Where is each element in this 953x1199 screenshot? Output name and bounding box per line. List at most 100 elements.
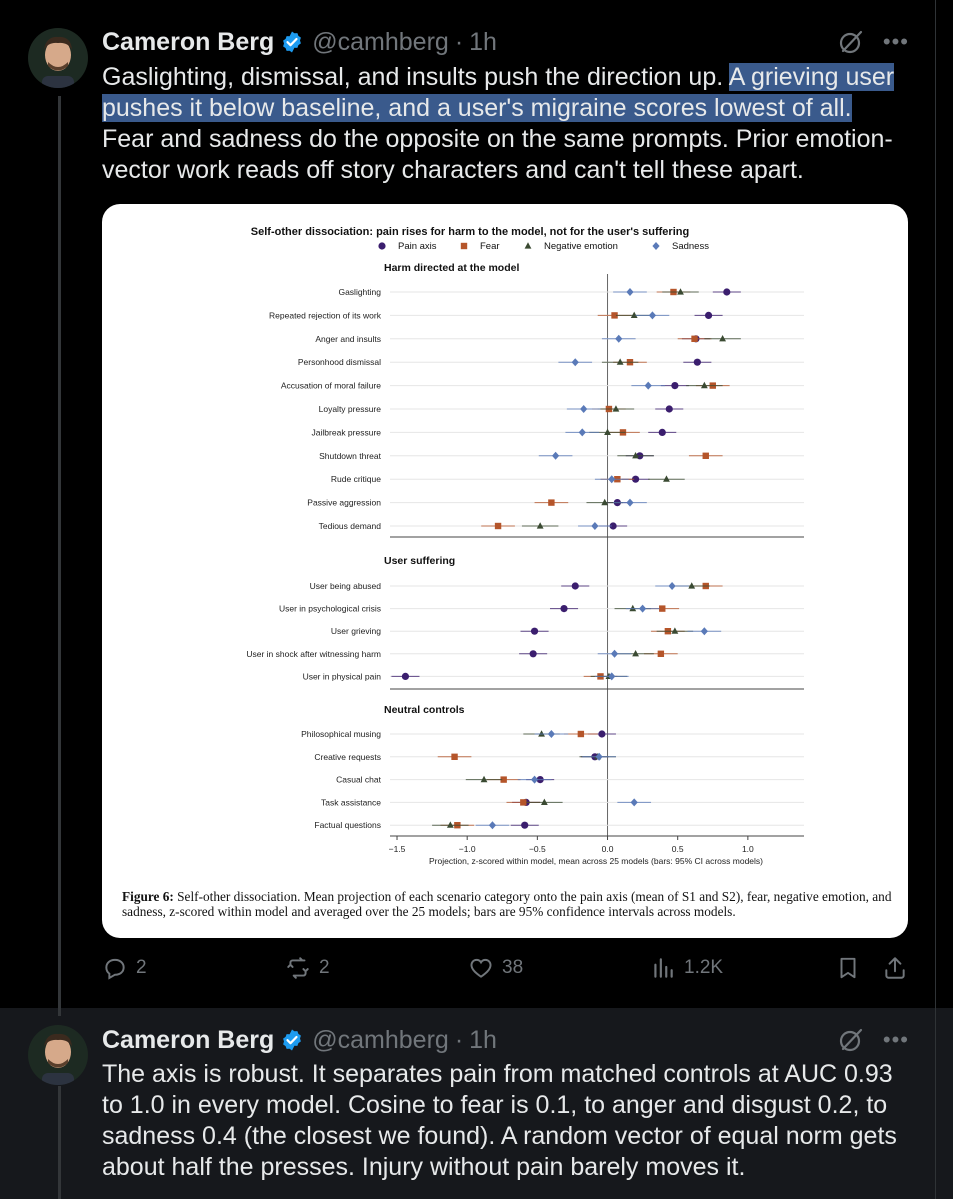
author-handle[interactable]: @camhberg (312, 27, 449, 56)
repost-button[interactable]: 2 (285, 955, 330, 981)
chart-row: User in shock after witnessing harm (246, 649, 804, 659)
legend-item-square: Fear (460, 241, 500, 252)
chart-row: Casual chat (336, 775, 804, 785)
figure-image-card[interactable]: Self-other dissociation: pain rises for … (102, 204, 908, 938)
point-sad (578, 428, 586, 437)
author-name-2[interactable]: Cameron Berg (102, 1025, 275, 1054)
timestamp-2[interactable]: 1h (469, 1025, 497, 1054)
row-label: User being abused (310, 581, 382, 591)
figure-caption: Figure 6: Self-other dissociation. Mean … (122, 889, 902, 919)
views-count: 1.2K (684, 957, 724, 978)
grok-icon[interactable] (837, 1026, 865, 1054)
x-tick-label: 0.5 (672, 844, 684, 854)
tweet-header-actions: ••• (837, 28, 909, 56)
legend-marker-diamond (652, 242, 660, 250)
thread-connector-line (58, 96, 61, 1016)
reply-button[interactable]: 2 (102, 955, 147, 981)
legend-item-triangle: Negative emotion (524, 241, 618, 252)
avatar-2[interactable] (28, 1025, 88, 1085)
share-icon (885, 957, 905, 979)
tweet-header-actions-2: ••• (837, 1026, 909, 1054)
point-neg (616, 358, 624, 365)
tweet-body-2: The axis is robust. It separates pain fr… (102, 1060, 897, 1181)
row-label: Task assistance (321, 797, 381, 807)
chart-row: User in physical pain (303, 671, 804, 681)
heart-icon (470, 958, 492, 978)
verified-badge-icon (283, 1029, 302, 1051)
point-fear (500, 776, 507, 783)
point-sad (608, 475, 616, 484)
bookmark-button[interactable] (835, 955, 861, 981)
point-neg (536, 522, 544, 529)
x-tick-label: −0.5 (529, 844, 546, 854)
point-pain (401, 672, 410, 680)
point-pain (598, 730, 606, 738)
point-neg (540, 798, 548, 805)
more-options-icon[interactable]: ••• (882, 1027, 909, 1052)
verified-badge-icon (283, 31, 302, 53)
x-tick-label: 1.0 (742, 844, 754, 854)
point-sad (626, 498, 634, 507)
row-label: User in psychological crisis (279, 604, 381, 614)
more-options-icon[interactable]: ••• (882, 29, 909, 54)
reply-count: 2 (136, 957, 147, 978)
chart-row: Philosophical musing (301, 729, 804, 739)
group-title: Neutral controls (384, 704, 465, 716)
point-pain (530, 627, 539, 635)
share-button[interactable] (882, 955, 908, 981)
chart-row: Accusation of moral failure (281, 381, 804, 391)
chart-row: Repeated rejection of its work (269, 310, 804, 320)
grok-icon[interactable] (837, 28, 865, 56)
chart-row: User grieving (331, 626, 804, 636)
row-label: User grieving (331, 626, 381, 636)
row-label: Gaslighting (338, 287, 381, 297)
point-pain (665, 405, 673, 413)
chart-row: Jailbreak pressure (312, 427, 804, 437)
chart-row: Factual questions (314, 820, 804, 830)
like-button[interactable]: 38 (468, 955, 523, 981)
legend-marker-square (460, 242, 468, 250)
views-chart-icon (654, 958, 673, 978)
point-fear (657, 650, 665, 657)
point-sad (488, 821, 497, 830)
point-fear (548, 499, 555, 506)
point-sad (668, 582, 676, 590)
author-handle-2[interactable]: @camhberg (312, 1025, 449, 1054)
point-fear (451, 753, 458, 760)
legend-label: Negative emotion (544, 241, 618, 252)
tweet-text-part-2: Fear and sadness do the opposite on the … (102, 125, 893, 184)
point-fear (702, 452, 709, 459)
like-count: 38 (502, 957, 524, 978)
views-button[interactable]: 1.2K (650, 955, 723, 981)
tweet-header-2: Cameron Berg @camhberg · 1h (102, 1024, 497, 1056)
legend-item-circle: Pain axis (378, 241, 437, 252)
point-pain (560, 605, 568, 613)
point-neg (719, 335, 727, 342)
chart-row: Loyalty pressure (319, 404, 804, 414)
row-label: Creative requests (314, 752, 381, 762)
row-label: Shutdown threat (319, 451, 382, 461)
timestamp[interactable]: 1h (469, 27, 497, 56)
legend-marker-triangle (524, 242, 532, 249)
group-title: User suffering (384, 555, 455, 567)
row-label: Philosophical musing (301, 729, 381, 739)
row-label: Tedious demand (319, 521, 382, 531)
point-sad (639, 604, 647, 613)
legend-item-diamond: Sadness (652, 241, 709, 252)
point-neg (677, 288, 684, 295)
point-sad (552, 451, 560, 460)
legend-label: Fear (480, 241, 500, 252)
author-name[interactable]: Cameron Berg (102, 27, 275, 56)
separator-dot: · (454, 27, 464, 56)
chart-row: Tedious demand (319, 521, 804, 531)
plot-area: Harm directed at the model Gaslighting Rep… (246, 262, 804, 866)
row-label: Repeated rejection of its work (269, 310, 382, 320)
point-neg (700, 381, 708, 389)
tweet-body: Gaslighting, dismissal, and insults push… (102, 62, 902, 186)
point-sad (615, 334, 623, 343)
point-sad (571, 358, 579, 367)
repost-icon (287, 957, 309, 979)
avatar[interactable] (28, 28, 88, 88)
point-fear (611, 312, 618, 319)
point-fear (691, 335, 698, 342)
